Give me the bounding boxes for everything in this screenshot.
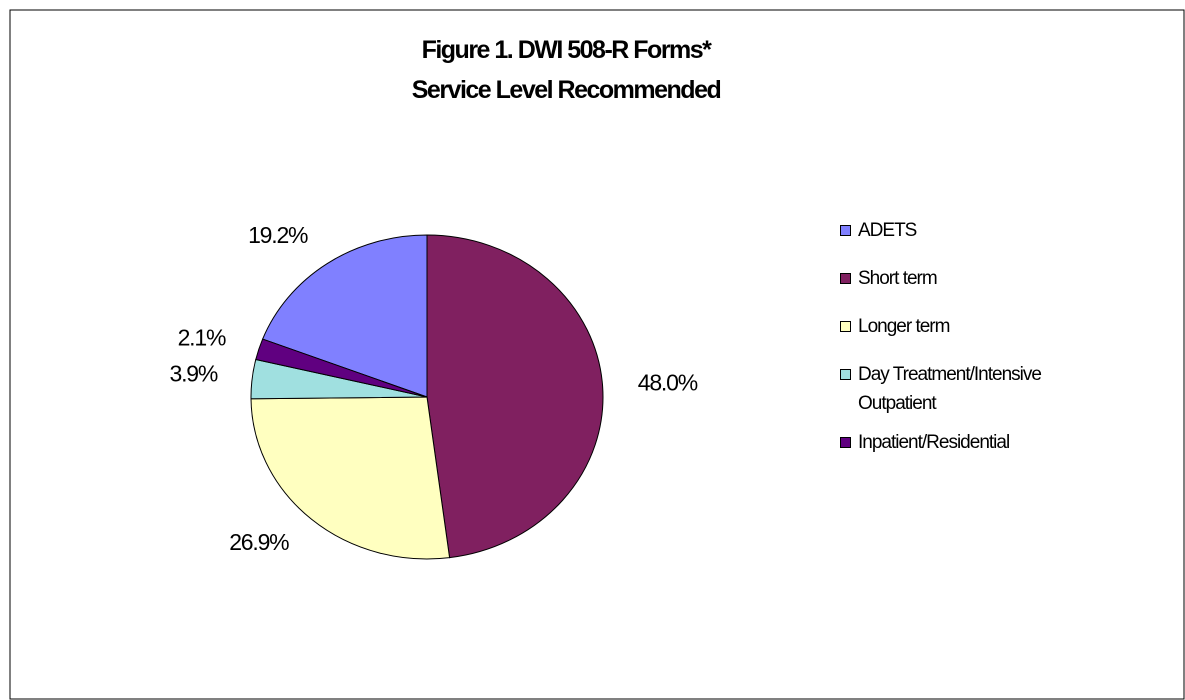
- data-label: 26.9%: [229, 529, 289, 555]
- legend-label: ADETS: [858, 220, 917, 241]
- pie-slice: [426, 234, 604, 559]
- chart-title: Figure 1. DWI 508-R Forms*: [422, 36, 713, 64]
- legend-swatch: [840, 321, 851, 332]
- legend-label: Longer term: [858, 316, 950, 337]
- pie-slice: [250, 396, 451, 560]
- legend-swatch: [840, 437, 851, 448]
- legend-label: Inpatient/Residential: [858, 432, 1010, 453]
- legend-swatch: [840, 225, 851, 236]
- legend-label: Day Treatment/Intensive Outpatient: [858, 364, 1042, 414]
- legend-item: Day Treatment/Intensive Outpatient: [838, 360, 1178, 428]
- legend-item: Longer term: [838, 312, 1178, 360]
- legend-item: ADETS: [838, 216, 1178, 264]
- chart-subtitle: Service Level Recommended: [412, 76, 721, 104]
- legend-item: Short term: [838, 264, 1178, 312]
- data-label: 2.1%: [178, 325, 226, 351]
- data-label: 48.0%: [638, 370, 698, 396]
- legend-label: Short term: [858, 268, 938, 289]
- legend-item: Inpatient/Residential: [838, 428, 1178, 476]
- legend: ADETS Short term Longer term Day Treatment/…: [838, 216, 1183, 476]
- legend-swatch: [840, 369, 851, 380]
- data-label: 19.2%: [248, 222, 308, 248]
- data-label: 3.9%: [169, 360, 217, 386]
- legend-swatch: [840, 273, 851, 284]
- pie-slice: [255, 338, 428, 398]
- pie-slice: [261, 234, 428, 398]
